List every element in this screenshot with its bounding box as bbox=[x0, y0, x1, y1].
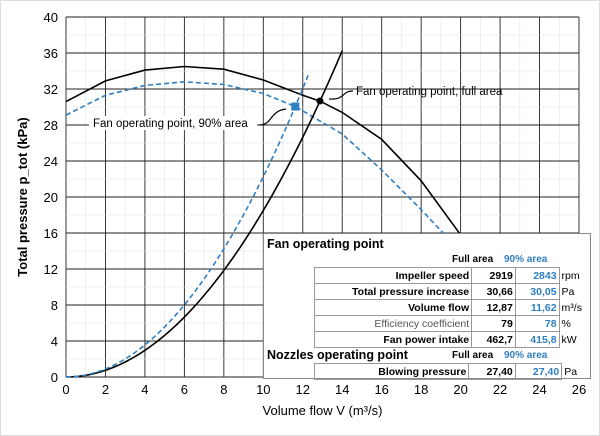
cell-unit: rpm bbox=[561, 269, 580, 282]
marker-full-area bbox=[316, 97, 324, 105]
x-tick-label: 24 bbox=[532, 382, 546, 397]
x-tick-label: 20 bbox=[453, 382, 467, 397]
table-row: Efficiency coefficient 79 78% bbox=[313, 315, 590, 332]
row-label: Blowing pressure bbox=[313, 363, 470, 380]
annotation-arrow-90 bbox=[258, 108, 287, 126]
y-tick-label: 32 bbox=[44, 82, 58, 97]
cell-full: 30,66 bbox=[471, 283, 516, 300]
cell-p90: 78 bbox=[514, 315, 560, 332]
col-full: Full area bbox=[452, 254, 494, 265]
y-tick-label: 20 bbox=[44, 190, 58, 205]
unit: Pa bbox=[564, 365, 578, 378]
cell-label: Total pressure increase bbox=[313, 283, 473, 300]
series-line-2 bbox=[65, 50, 343, 378]
cell-unit: % bbox=[561, 317, 571, 330]
col-90: 90% area bbox=[504, 254, 548, 265]
x-tick-label: 14 bbox=[335, 382, 349, 397]
full-value: 27,40 bbox=[468, 363, 516, 380]
table-row: Volume flow 12,87 11,62 m³/s bbox=[313, 299, 590, 316]
cell-p90: 30,05 bbox=[514, 283, 560, 300]
x-tick-label: 26 bbox=[572, 382, 586, 397]
y-axis-label: Total pressure p_tot (kPa) bbox=[15, 117, 30, 276]
annotation-arrow-full bbox=[328, 90, 354, 100]
cell-unit: m³/s bbox=[561, 301, 582, 314]
x-tick-label: 0 bbox=[62, 382, 69, 397]
table-row: Impeller speed 2919 2843 rpm bbox=[313, 267, 590, 284]
annotation-full: Fan operating point, full area bbox=[356, 86, 503, 98]
x-tick-label: 16 bbox=[374, 382, 388, 397]
x-tick-label: 8 bbox=[220, 382, 227, 397]
operating-point-table: Fan operating point Full area 90% area I… bbox=[263, 233, 591, 380]
cell-label: Efficiency coefficient bbox=[313, 315, 473, 332]
annotation-bg bbox=[89, 116, 257, 130]
y-tick-label: 24 bbox=[44, 154, 58, 169]
table-row: Blowing pressure 27,40 27,40 Pa bbox=[313, 363, 591, 380]
cell-label: Fan power intake bbox=[313, 331, 473, 348]
x-axis-label: Volume flow V (m³/s) bbox=[263, 403, 383, 418]
y-tick-label: 0 bbox=[51, 370, 58, 385]
cell-full: 79 bbox=[471, 315, 516, 332]
x-tick-label: 4 bbox=[141, 382, 148, 397]
p90-value: 27,40 bbox=[514, 363, 563, 380]
table-row: Fan power intake 462,7 415,8 kW bbox=[313, 331, 590, 348]
series-line-0 bbox=[65, 65, 462, 236]
y-tick-label: 16 bbox=[44, 226, 58, 241]
x-tick-label: 6 bbox=[181, 382, 188, 397]
y-tick-label: 36 bbox=[44, 46, 58, 61]
cell-label: Impeller speed bbox=[313, 267, 473, 284]
y-tick-label: 28 bbox=[44, 118, 58, 133]
cell-p90: 11,62 bbox=[514, 299, 560, 316]
y-tick-label: 12 bbox=[44, 262, 58, 277]
marker-90-area bbox=[291, 102, 300, 111]
cell-unit: Pa bbox=[561, 285, 575, 298]
cell-unit: kW bbox=[561, 333, 577, 346]
x-tick-label: 2 bbox=[102, 382, 109, 397]
col-full-2: Full area bbox=[452, 350, 494, 361]
y-tick-label: 8 bbox=[51, 298, 58, 313]
fan-table: Impeller speed 2919 2843 rpm Total pressure … bbox=[313, 267, 590, 348]
cell-full: 462,7 bbox=[471, 331, 516, 348]
y-tick-label: 40 bbox=[44, 10, 58, 25]
fan-section-title: Fan operating point bbox=[267, 237, 384, 251]
y-tick-label: 4 bbox=[51, 334, 58, 349]
x-tick-label: 18 bbox=[414, 382, 428, 397]
x-tick-label: 12 bbox=[296, 382, 310, 397]
annotation-90: Fan operating point, 90% area bbox=[93, 118, 248, 130]
cell-label: Volume flow bbox=[313, 299, 473, 316]
cell-full: 2919 bbox=[471, 267, 516, 284]
x-tick-label: 10 bbox=[256, 382, 270, 397]
nozzle-table: Blowing pressure 27,40 27,40 Pa bbox=[313, 363, 591, 380]
series-line-3 bbox=[65, 73, 310, 378]
x-tick-label: 22 bbox=[493, 382, 507, 397]
series-line-1 bbox=[65, 80, 446, 236]
cell-full: 12,87 bbox=[471, 299, 516, 316]
table-row: Total pressure increase 30,66 30,05 Pa bbox=[313, 283, 590, 300]
cell-p90: 2843 bbox=[514, 267, 560, 284]
nozzle-section-title: Nozzles operating point bbox=[267, 348, 408, 362]
col-90-2: 90% area bbox=[504, 350, 548, 361]
cell-p90: 415,8 bbox=[514, 331, 560, 348]
